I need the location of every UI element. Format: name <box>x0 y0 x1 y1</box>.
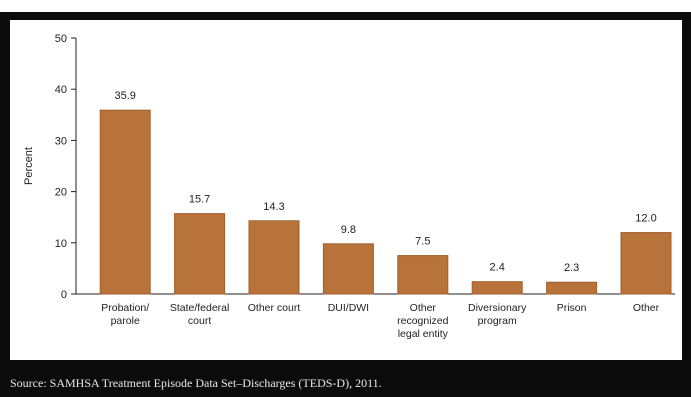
bar-value-label: 12.0 <box>635 213 656 225</box>
x-tick-label: Other <box>633 302 660 314</box>
y-tick-label: 50 <box>55 33 67 45</box>
labels-layer: 35.9 Probation/parole 15.7 State/federal cou… <box>101 90 659 340</box>
bar <box>397 255 449 295</box>
bar <box>174 213 226 295</box>
x-tick-label: Other court <box>248 302 301 314</box>
chart-panel: 0 10 20 30 40 50 Percent 35.9 Probation/parole 1… <box>10 20 682 360</box>
bar-value-label: 9.8 <box>341 224 356 236</box>
y-tick-label: 10 <box>55 238 67 250</box>
x-tick-label: Diversionary program <box>468 302 527 327</box>
x-tick-label: Prison <box>557 302 587 314</box>
y-tick-label: 20 <box>55 187 67 199</box>
y-tick-label: 40 <box>55 84 67 96</box>
bar <box>546 281 598 295</box>
bar-value-label: 14.3 <box>263 201 284 213</box>
y-tick-label: 0 <box>61 289 67 301</box>
bar <box>620 232 672 295</box>
y-tick-label: 30 <box>55 135 67 147</box>
x-tick-label: DUI/DWI <box>328 302 369 314</box>
y-axis-label: Percent <box>23 147 35 185</box>
x-tick-label: Probation/parole <box>101 302 149 327</box>
top-strip <box>0 0 691 12</box>
bar <box>248 220 300 295</box>
bar <box>99 109 151 295</box>
bar-value-label: 15.7 <box>189 194 210 206</box>
source-note: Source: SAMHSA Treatment Episode Data Se… <box>10 376 382 390</box>
bar <box>471 281 523 295</box>
bar-value-label: 2.4 <box>490 262 505 274</box>
x-tick-label: State/federal court <box>170 302 230 327</box>
bar-value-label: 2.3 <box>564 262 579 274</box>
bar-chart: 0 10 20 30 40 50 Percent 35.9 Probation/parole 1… <box>23 33 675 340</box>
bar <box>322 243 374 295</box>
bar-value-label: 35.9 <box>114 90 135 102</box>
bars-layer <box>99 109 672 295</box>
x-tick-label: Other recognized legal entity <box>397 302 449 340</box>
bar-value-label: 7.5 <box>415 236 430 248</box>
